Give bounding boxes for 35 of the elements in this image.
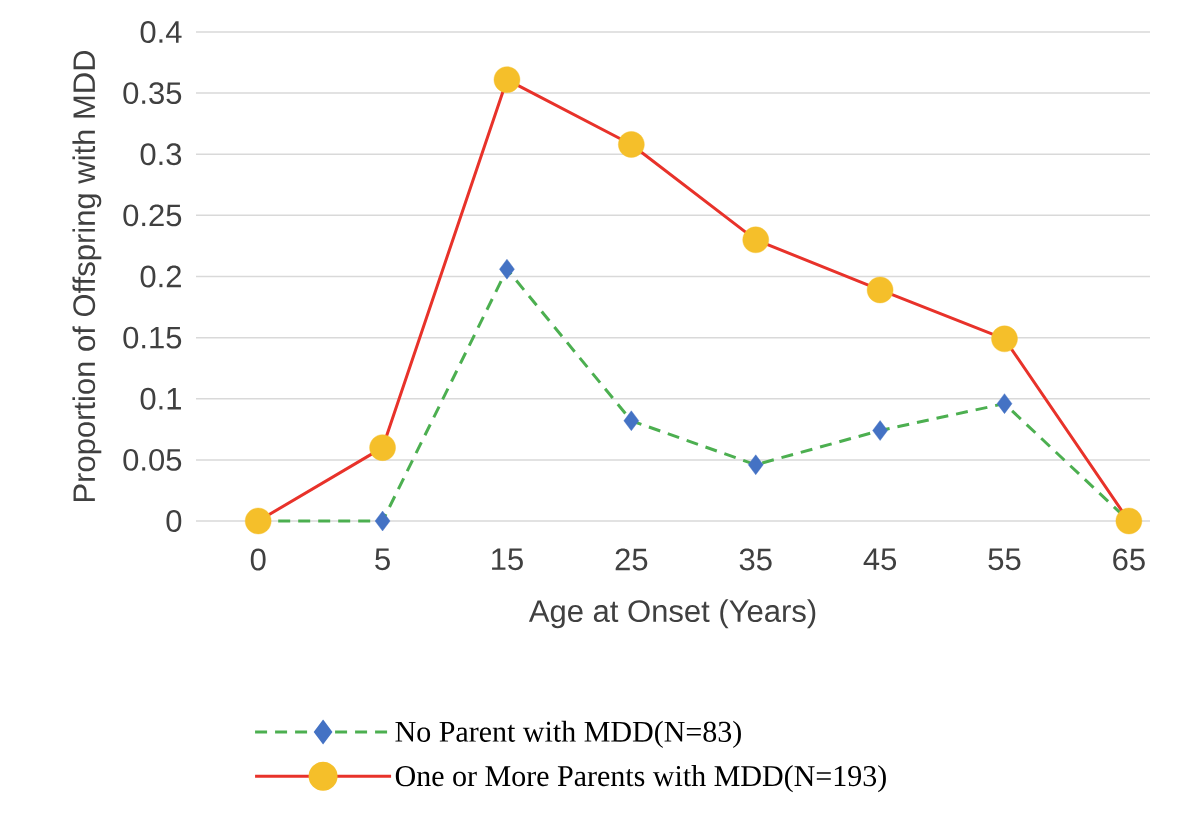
x-tick-label: 15	[492, 548, 523, 571]
y-tick-label: 0	[166, 510, 182, 532]
y-tick-label: 0.35	[123, 82, 182, 105]
x-tick-label: 65	[1113, 548, 1145, 571]
point	[618, 131, 645, 158]
point	[369, 434, 396, 461]
point	[991, 325, 1018, 353]
y-tick-label: 0.25	[123, 204, 182, 227]
x-tick-label: 5	[375, 548, 390, 571]
x-tick-label: 0	[250, 548, 266, 571]
y-axis-title: Proportion of Offspring with MDD	[72, 50, 102, 502]
y-tick-label: 0.15	[123, 326, 182, 349]
point	[996, 393, 1013, 414]
point	[623, 410, 640, 431]
point	[244, 507, 272, 535]
point	[493, 66, 521, 93]
point	[742, 226, 769, 254]
y-tick-label: 0.1	[140, 387, 181, 410]
point	[748, 454, 764, 475]
x-tick-label: 45	[863, 548, 897, 571]
y-tick-label: 0.2	[140, 265, 181, 288]
x-tick-label: 25	[615, 548, 648, 571]
y-tick-label: 0.4	[140, 21, 182, 43]
y-tick-label: 0.3	[140, 143, 182, 166]
point	[499, 258, 515, 280]
point	[872, 420, 888, 441]
legend-label: One or More Parents with MDD(N=193)	[395, 765, 886, 793]
legend-label: No Parent with MDD(N=83)	[395, 720, 741, 748]
point	[374, 510, 391, 532]
point	[866, 276, 894, 304]
point	[1115, 507, 1143, 535]
x-axis-title: Age at Onset (Years)	[528, 599, 816, 629]
x-tick-label: 35	[739, 548, 772, 571]
x-tick-label: 55	[988, 548, 1021, 571]
y-tick-label: 0.05	[123, 448, 182, 471]
